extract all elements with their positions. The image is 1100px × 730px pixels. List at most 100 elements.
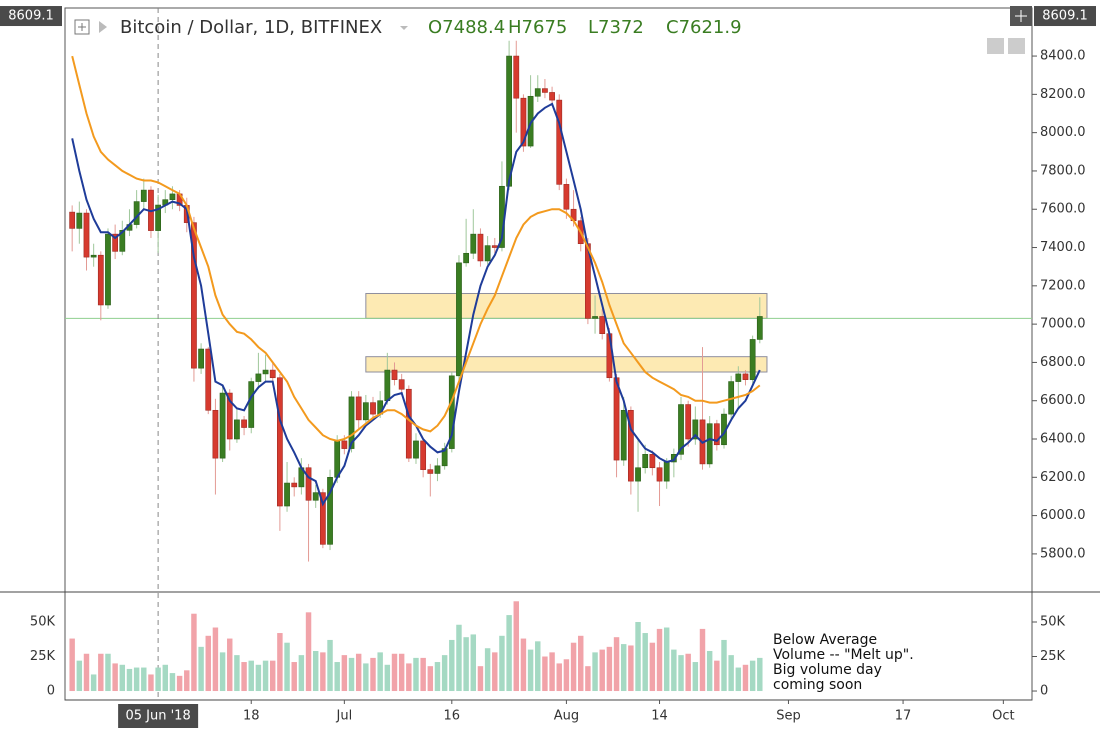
x-tick-label: 17: [895, 709, 912, 724]
volume-bar: [527, 649, 534, 692]
volume-bar: [270, 660, 276, 692]
volume-bar: [98, 653, 104, 692]
volume-bar: [470, 634, 477, 692]
candle-body: [212, 409, 219, 459]
resistance-zone: [365, 356, 768, 373]
candle-body: [627, 409, 634, 482]
volume-bar: [441, 655, 448, 692]
volume-bar: [520, 638, 527, 692]
candle-body: [656, 467, 663, 482]
volume-bar: [749, 660, 756, 692]
ohlc-value: 7621.9: [679, 17, 742, 38]
candle-body: [427, 469, 434, 474]
volume-bar: [119, 664, 126, 692]
volume-bar: [312, 650, 319, 692]
candle-body: [556, 99, 563, 185]
x-tick-label: 16: [444, 709, 461, 724]
volume-bar: [377, 652, 383, 692]
volume-bar: [76, 660, 83, 692]
volume-bar: [413, 657, 419, 692]
volume-bar: [406, 663, 412, 692]
candle-body: [319, 492, 326, 545]
crosshair-price-box-left: [0, 6, 62, 27]
candle-body: [169, 193, 176, 200]
expand-icon[interactable]: [74, 19, 90, 35]
volume-bar: [706, 650, 713, 692]
volume-bar: [685, 653, 691, 692]
candle-body: [226, 392, 233, 440]
candle-body: [749, 339, 756, 380]
expand-icon-plus: [78, 23, 86, 31]
volume-bar: [721, 639, 727, 692]
candle-body: [284, 482, 290, 507]
volume-bar: [620, 644, 627, 692]
candle-body: [362, 402, 369, 421]
crosshair-date-box: [118, 704, 199, 728]
crosshair-date-label: 05 Jun '18: [125, 709, 190, 724]
volume-bar: [477, 666, 484, 692]
candle-body: [549, 92, 555, 101]
volume-bar: [649, 642, 656, 692]
candle-body: [484, 245, 491, 262]
volume-bar: [592, 652, 598, 692]
candle-body: [205, 348, 212, 411]
scale-button[interactable]: [1008, 38, 1025, 54]
volume-bar: [355, 653, 362, 692]
scroll-down-button[interactable]: [987, 38, 1004, 54]
candle-body: [119, 230, 126, 252]
volume-bar: [133, 667, 140, 692]
y-tick-label: 7600.0: [1040, 202, 1086, 217]
y-tick-label: 6400.0: [1040, 432, 1086, 447]
y-tick-label: 6000.0: [1040, 508, 1086, 523]
volume-bar: [757, 657, 763, 692]
candle-body: [97, 254, 104, 306]
dropdown-caret[interactable]: [400, 26, 408, 30]
candle-body: [262, 369, 269, 375]
resistance-zone: [365, 292, 768, 319]
candle-body: [105, 233, 111, 306]
ohlc-readout: O7488.4: [428, 17, 505, 38]
candle-body: [112, 233, 119, 252]
candle-body: [398, 379, 405, 390]
y-tick-label: 8000.0: [1040, 125, 1086, 140]
volume-tick-label: 0: [1040, 684, 1048, 699]
ohlc-letter: L: [588, 17, 598, 38]
volume-tick-label-left: 50K: [30, 614, 56, 629]
crosshair-price-box-right: [1034, 6, 1096, 27]
volume-bar: [262, 660, 269, 692]
chart-title: Bitcoin / Dollar, 1D, BITFINEX: [120, 17, 382, 38]
volume-bar: [642, 633, 648, 692]
y-tick-label: 7800.0: [1040, 163, 1086, 178]
volume-bar: [205, 635, 211, 692]
candle-body: [248, 381, 255, 428]
volume-bar: [391, 653, 398, 692]
volume-bar: [169, 673, 176, 692]
candle-body: [534, 88, 541, 97]
volume-bar: [162, 664, 169, 692]
candle-body: [448, 375, 455, 449]
volume-bar: [671, 649, 677, 692]
candle-body: [355, 396, 362, 421]
volume-bar: [305, 612, 312, 692]
volume-bar: [492, 652, 498, 692]
volume-bar: [334, 662, 340, 692]
volume-bar: [427, 666, 434, 692]
candle-body: [219, 392, 226, 459]
candle-body: [620, 409, 627, 461]
candle-body: [592, 316, 598, 319]
crosshair-price-label-left: 8609.1: [8, 9, 54, 24]
candle-body: [391, 369, 398, 380]
candle-body: [420, 440, 427, 470]
ohlc-letter: O: [428, 17, 442, 38]
candle-body: [234, 419, 240, 440]
candle-body: [542, 88, 548, 93]
candle-body: [463, 252, 470, 264]
volume-bar: [606, 646, 613, 692]
volume-bar: [728, 655, 734, 692]
volume-bar: [112, 663, 118, 692]
candle-body: [635, 467, 641, 482]
x-tick-label: 14: [651, 709, 668, 724]
volume-bar: [449, 639, 455, 692]
y-tick-label: 8200.0: [1040, 87, 1086, 102]
volume-bar: [212, 627, 219, 692]
